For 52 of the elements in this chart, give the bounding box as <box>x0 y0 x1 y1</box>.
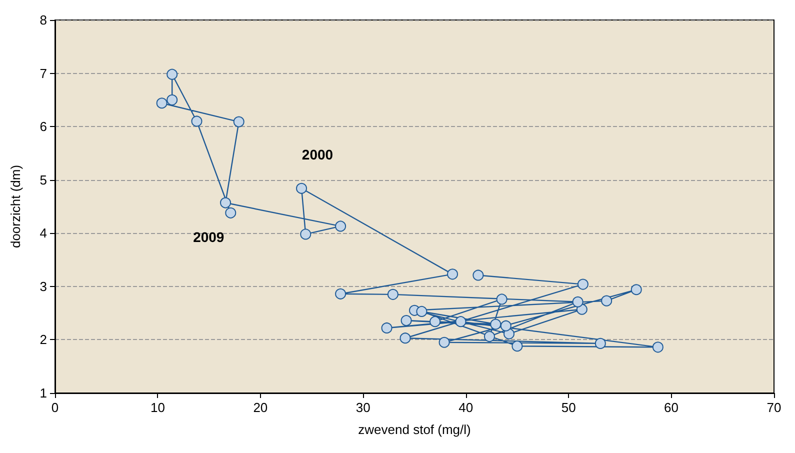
y-tick-label: 2 <box>40 332 47 348</box>
point <box>300 228 312 240</box>
point <box>191 116 202 127</box>
point <box>233 116 244 128</box>
point <box>400 332 411 344</box>
point <box>577 278 588 290</box>
x-tick-label: 30 <box>356 400 370 415</box>
point <box>496 294 508 305</box>
x-tick-label: 40 <box>458 400 474 415</box>
y-tick-label: 7 <box>40 66 47 81</box>
point <box>296 182 308 194</box>
y-tick-label: 4 <box>40 226 47 241</box>
y-axis-title: doorzicht (dm) <box>8 164 23 248</box>
point <box>594 338 606 349</box>
point <box>335 288 346 300</box>
point <box>472 270 484 281</box>
y-tick-label: 5 <box>40 172 47 188</box>
y-tick-label: 8 <box>40 12 47 28</box>
point <box>447 268 458 280</box>
point <box>490 318 502 330</box>
point <box>225 207 236 218</box>
point <box>630 284 642 296</box>
y-tick-label: 6 <box>40 119 47 134</box>
point <box>166 94 178 106</box>
point <box>387 288 398 300</box>
point <box>220 197 232 208</box>
annotation: 2009 <box>193 228 224 245</box>
x-axis-title: zwevend stof (mg/l) <box>358 422 471 437</box>
x-tick-label: 0 <box>51 400 59 415</box>
point <box>430 316 441 328</box>
point <box>381 322 392 334</box>
point <box>601 295 612 306</box>
point <box>652 342 664 353</box>
point <box>455 316 466 328</box>
point <box>572 296 584 308</box>
point <box>166 68 178 80</box>
point <box>512 340 523 352</box>
x-tick-label: 20 <box>253 400 268 415</box>
x-tick-label: 50 <box>561 400 576 415</box>
point <box>500 320 512 332</box>
point <box>416 306 428 317</box>
point <box>156 98 168 109</box>
point <box>400 315 412 326</box>
y-tick-label: 3 <box>40 278 47 294</box>
point <box>438 336 450 348</box>
y-tick-label: 1 <box>40 386 47 400</box>
point <box>335 220 346 232</box>
x-tick-label: 10 <box>150 400 165 415</box>
x-tick-label: 60 <box>664 400 679 415</box>
annotation: 2000 <box>302 146 334 162</box>
point <box>484 331 495 342</box>
x-tick-label: 70 <box>766 400 782 415</box>
